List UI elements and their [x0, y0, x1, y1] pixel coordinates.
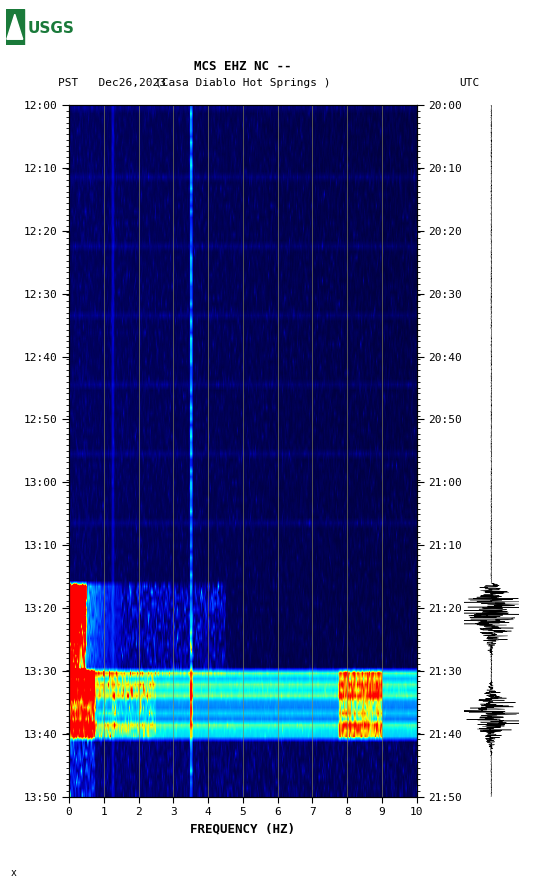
- X-axis label: FREQUENCY (HZ): FREQUENCY (HZ): [190, 822, 295, 836]
- Text: UTC: UTC: [459, 78, 479, 88]
- Text: PST   Dec26,2023: PST Dec26,2023: [58, 78, 166, 88]
- Text: USGS: USGS: [28, 21, 75, 36]
- Text: (Casa Diablo Hot Springs ): (Casa Diablo Hot Springs ): [155, 78, 331, 88]
- Text: x: x: [11, 868, 17, 878]
- Text: MCS EHZ NC --: MCS EHZ NC --: [194, 61, 291, 73]
- Bar: [6, 9, 24, 45]
- Polygon shape: [7, 14, 23, 39]
